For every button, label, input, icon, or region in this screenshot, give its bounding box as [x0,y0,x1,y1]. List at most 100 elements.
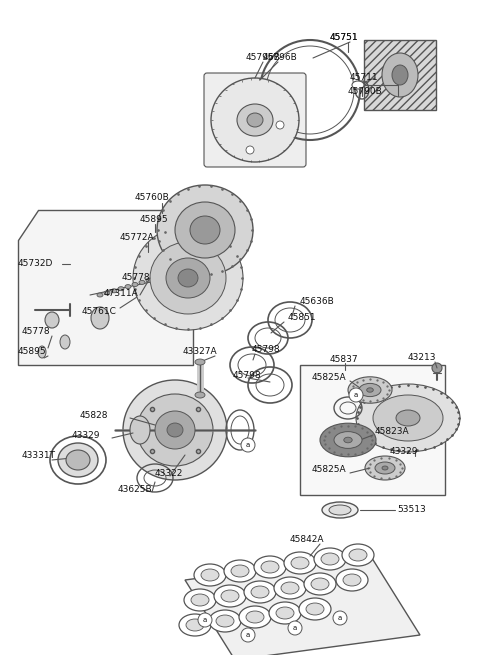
Ellipse shape [344,437,352,443]
Ellipse shape [186,619,204,631]
Ellipse shape [178,269,198,287]
Ellipse shape [343,574,361,586]
Ellipse shape [382,466,388,470]
Ellipse shape [60,335,70,349]
Text: 45895: 45895 [140,215,168,225]
Text: 43322: 43322 [155,468,183,477]
Text: 45842A: 45842A [290,536,324,544]
Ellipse shape [130,416,150,444]
FancyBboxPatch shape [204,73,306,167]
Ellipse shape [392,65,408,85]
Text: 45751: 45751 [330,33,359,43]
Circle shape [198,613,212,627]
Bar [300,365,445,495]
Circle shape [333,611,347,625]
Polygon shape [185,555,420,655]
Ellipse shape [194,564,226,586]
Ellipse shape [97,293,103,297]
Ellipse shape [348,377,392,403]
Ellipse shape [221,590,239,602]
Text: 45837: 45837 [330,356,359,364]
Ellipse shape [314,548,346,570]
Ellipse shape [336,569,368,591]
Ellipse shape [342,544,374,566]
Ellipse shape [216,615,234,627]
Text: 45825A: 45825A [312,466,347,474]
Circle shape [241,438,255,452]
Ellipse shape [157,185,253,275]
Text: 45778: 45778 [122,274,151,282]
Ellipse shape [375,462,395,474]
Ellipse shape [261,561,279,573]
Ellipse shape [281,582,299,594]
Ellipse shape [254,556,286,578]
Ellipse shape [356,384,460,452]
Text: 45828: 45828 [80,411,108,419]
Text: 45790B: 45790B [348,88,383,96]
Ellipse shape [269,602,301,624]
Ellipse shape [211,78,299,162]
Text: 53513: 53513 [397,506,426,514]
Ellipse shape [91,307,109,329]
Ellipse shape [373,395,443,441]
Ellipse shape [251,586,269,598]
Text: a: a [203,617,207,623]
Ellipse shape [244,581,276,603]
Circle shape [241,628,255,642]
Ellipse shape [367,388,373,392]
Text: 45823A: 45823A [375,428,409,436]
Ellipse shape [137,394,213,466]
Ellipse shape [247,113,263,127]
Ellipse shape [195,392,205,398]
Text: 43327A: 43327A [183,348,217,356]
Ellipse shape [237,104,273,136]
Ellipse shape [311,578,329,590]
Ellipse shape [125,285,131,289]
Circle shape [349,388,363,402]
Text: a: a [354,392,358,398]
Ellipse shape [111,289,117,293]
Text: 45760B: 45760B [135,193,170,202]
Ellipse shape [352,81,364,89]
Ellipse shape [146,278,152,282]
Circle shape [288,621,302,635]
Ellipse shape [239,606,271,628]
Text: 43331T: 43331T [22,451,56,460]
Ellipse shape [195,359,205,365]
Text: a: a [246,632,250,638]
Ellipse shape [349,549,367,561]
Ellipse shape [66,450,90,470]
Text: 45751: 45751 [330,33,359,43]
Ellipse shape [191,594,209,606]
Text: 45636B: 45636B [300,297,335,307]
Ellipse shape [104,291,110,295]
Bar [364,40,436,110]
Polygon shape [18,210,193,365]
Text: 45798: 45798 [233,371,262,379]
Ellipse shape [38,346,46,358]
Ellipse shape [359,383,381,396]
Text: 45796B: 45796B [246,52,280,62]
Ellipse shape [382,53,418,97]
Ellipse shape [432,363,442,373]
Ellipse shape [306,603,324,615]
Text: 45798: 45798 [252,345,281,354]
Ellipse shape [276,607,294,619]
Ellipse shape [329,505,351,515]
Ellipse shape [274,577,306,599]
Ellipse shape [155,411,195,449]
Ellipse shape [133,226,243,330]
Ellipse shape [291,557,309,569]
Ellipse shape [118,287,124,291]
Ellipse shape [58,443,98,477]
Ellipse shape [175,202,235,258]
Ellipse shape [276,121,284,129]
Ellipse shape [304,573,336,595]
Text: 43213: 43213 [408,354,436,362]
Text: 45825A: 45825A [312,373,347,383]
Ellipse shape [132,282,138,286]
Text: 45732D: 45732D [18,259,53,269]
Text: 45851: 45851 [288,314,317,322]
Ellipse shape [209,610,241,632]
Ellipse shape [167,423,183,437]
